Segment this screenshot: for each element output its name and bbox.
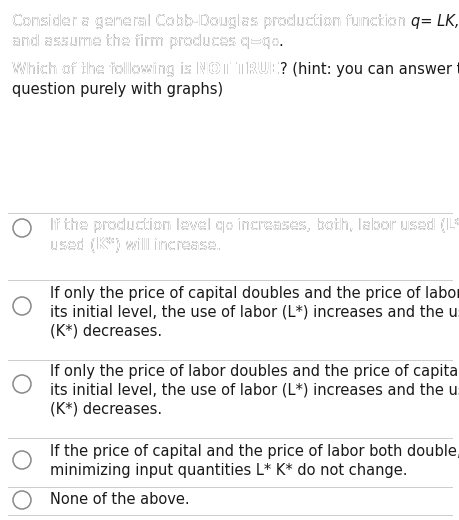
Text: K*: K* — [95, 237, 115, 252]
Text: Which of the following is: Which of the following is — [12, 62, 196, 77]
Text: ) will increase.: ) will increase. — [115, 237, 220, 252]
Text: minimizing input quantities L* K* do not change.: minimizing input quantities L* K* do not… — [50, 463, 407, 478]
Text: L*: L* — [445, 218, 459, 233]
Text: NOT TRUE: NOT TRUE — [196, 62, 279, 77]
Text: 0: 0 — [271, 38, 278, 48]
Text: If the production level q: If the production level q — [50, 218, 224, 233]
Text: (K*) decreases.: (K*) decreases. — [50, 402, 162, 417]
Text: Consider a general Cobb-Douglas production function: Consider a general Cobb-Douglas producti… — [12, 14, 410, 29]
Text: increases, both, labor used (: increases, both, labor used ( — [231, 218, 445, 233]
Text: question purely with graphs): question purely with graphs) — [12, 82, 223, 97]
Text: L*: L* — [445, 218, 459, 233]
Text: 0: 0 — [224, 222, 231, 232]
Text: None of the above.: None of the above. — [50, 492, 189, 507]
Text: 0: 0 — [224, 222, 231, 232]
Text: (K*) decreases.: (K*) decreases. — [50, 324, 162, 339]
Text: ? (hint: you can answer this: ? (hint: you can answer this — [279, 62, 459, 77]
Text: K*: K* — [95, 237, 115, 252]
Text: its initial level, the use of labor (L*) increases and the use of capital: its initial level, the use of labor (L*)… — [50, 383, 459, 398]
Text: If only the price of capital doubles and the price of labor remains at: If only the price of capital doubles and… — [50, 286, 459, 301]
Text: used (: used ( — [50, 237, 95, 252]
Text: .: . — [278, 34, 282, 49]
Text: Consider a general Cobb-Douglas production function: Consider a general Cobb-Douglas producti… — [12, 14, 410, 29]
Text: If the price of capital and the price of labor both double, the cost-: If the price of capital and the price of… — [50, 444, 459, 459]
Text: Which of the following is: Which of the following is — [12, 62, 196, 77]
Text: used (: used ( — [50, 237, 95, 252]
Text: NOT TRUE: NOT TRUE — [196, 62, 279, 77]
Text: q= LK,: q= LK, — [410, 14, 458, 29]
Text: 0: 0 — [271, 38, 278, 48]
Text: If only the price of labor doubles and the price of capital remains at: If only the price of labor doubles and t… — [50, 364, 459, 379]
Text: and assume the firm produces q=q: and assume the firm produces q=q — [12, 34, 271, 49]
Text: ) will increase.: ) will increase. — [115, 237, 220, 252]
Text: its initial level, the use of labor (L*) increases and the use of capital: its initial level, the use of labor (L*)… — [50, 305, 459, 320]
Text: and assume the firm produces q=q: and assume the firm produces q=q — [12, 34, 271, 49]
Text: If the production level q: If the production level q — [50, 218, 224, 233]
Text: increases, both, labor used (: increases, both, labor used ( — [231, 218, 445, 233]
